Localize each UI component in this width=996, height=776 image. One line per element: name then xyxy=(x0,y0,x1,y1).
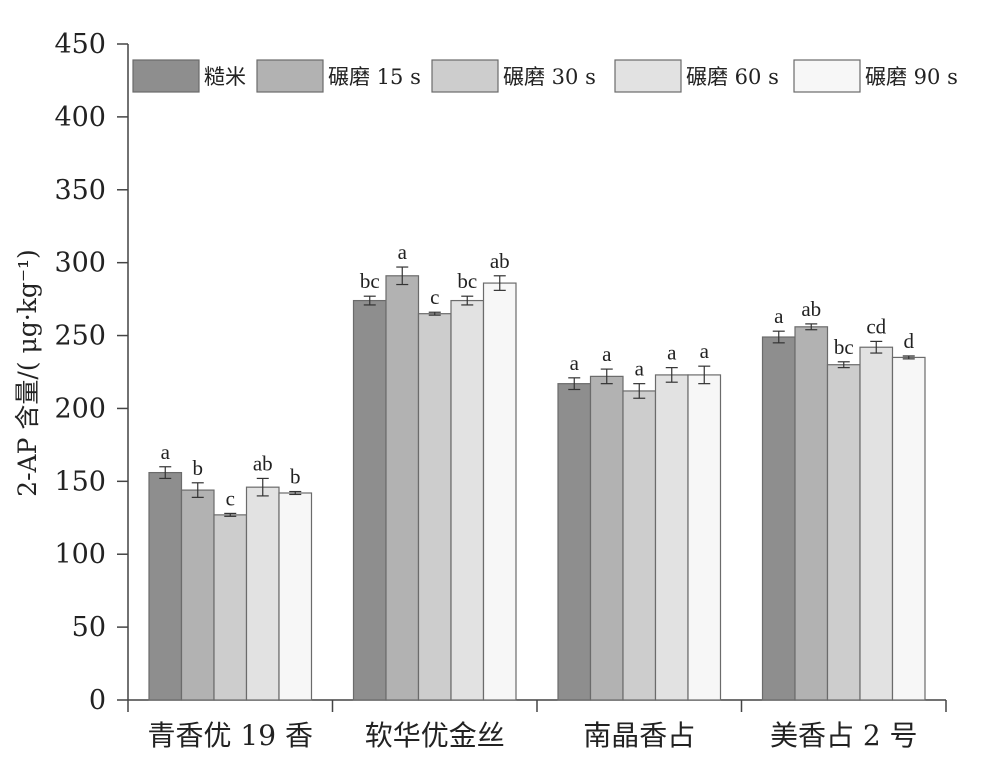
bar xyxy=(891,356,926,701)
bar xyxy=(278,492,313,701)
bar xyxy=(450,299,485,701)
legend: 糙米 碾磨 15 s 碾磨 30 s 碾磨 60 s 碾磨 90 s xyxy=(132,59,958,93)
legend-swatch xyxy=(614,59,682,93)
legend-label: 碾磨 30 s xyxy=(503,65,596,89)
significance-label: c xyxy=(430,285,439,309)
x-category-label: 南晶香占 xyxy=(583,719,695,752)
x-category-label: 美香占 2 号 xyxy=(770,719,918,752)
legend-swatch xyxy=(256,59,324,93)
significance-label: ab xyxy=(801,297,821,321)
significance-label: bc xyxy=(457,269,477,293)
significance-label: c xyxy=(226,486,235,510)
significance-label: bc xyxy=(360,269,380,293)
y-tick-label: 350 xyxy=(54,175,106,206)
legend-label: 碾磨 15 s xyxy=(328,65,421,89)
y-tick-label: 100 xyxy=(54,539,106,570)
bar xyxy=(622,390,657,701)
y-tick-label: 400 xyxy=(54,102,106,133)
y-tick-label: 0 xyxy=(89,685,106,716)
significance-label: a xyxy=(161,440,171,464)
bar xyxy=(654,374,689,701)
significance-label: a xyxy=(667,341,677,365)
significance-label: a xyxy=(570,351,580,375)
bar xyxy=(482,282,517,701)
significance-label: cd xyxy=(866,314,886,338)
bar xyxy=(417,313,452,701)
bar xyxy=(385,275,420,701)
bar xyxy=(859,346,894,701)
y-tick-label: 450 xyxy=(54,29,106,60)
significance-label: a xyxy=(700,339,710,363)
legend-label: 糙米 xyxy=(204,65,246,89)
y-tick-label: 200 xyxy=(54,393,106,424)
y-tick-label: 250 xyxy=(54,321,106,352)
legend-swatch xyxy=(132,59,200,93)
y-tick-label: 150 xyxy=(54,466,106,497)
x-axis: 青香优 19 香 软华优金丝 南晶香占 美香占 2 号 xyxy=(127,699,947,752)
legend-swatch xyxy=(431,59,499,93)
significance-label: ab xyxy=(490,249,510,273)
x-category-label: 青香优 19 香 xyxy=(148,719,313,752)
y-axis-label: 2-AP 含量/( μg·kg⁻¹) xyxy=(13,249,42,497)
bar xyxy=(213,514,248,701)
legend-label: 碾磨 90 s xyxy=(865,65,958,89)
y-axis: 0 50 100 150 200 250 300 350 400 450 xyxy=(54,29,129,716)
bar xyxy=(589,375,624,701)
legend-swatch xyxy=(793,59,861,93)
bar xyxy=(794,326,829,701)
y-tick-label: 300 xyxy=(54,248,106,279)
bar xyxy=(180,489,215,701)
bar xyxy=(761,336,796,701)
y-tick-label: 50 xyxy=(72,612,106,643)
x-category-label: 软华优金丝 xyxy=(365,719,505,752)
significance-label: b xyxy=(290,465,301,489)
bar xyxy=(826,364,861,701)
significance-label: b xyxy=(193,456,204,480)
bar xyxy=(148,471,183,701)
legend-label: 碾磨 60 s xyxy=(686,65,779,89)
significance-label: a xyxy=(398,240,408,264)
significance-label: a xyxy=(602,342,612,366)
bar xyxy=(557,383,592,701)
significance-label: bc xyxy=(834,335,854,359)
bar xyxy=(352,299,387,701)
significance-label: a xyxy=(635,357,645,381)
significance-label: d xyxy=(904,329,915,353)
bar xyxy=(245,486,280,701)
significance-label: a xyxy=(774,304,784,328)
significance-label: ab xyxy=(253,451,273,475)
bar xyxy=(687,374,722,701)
